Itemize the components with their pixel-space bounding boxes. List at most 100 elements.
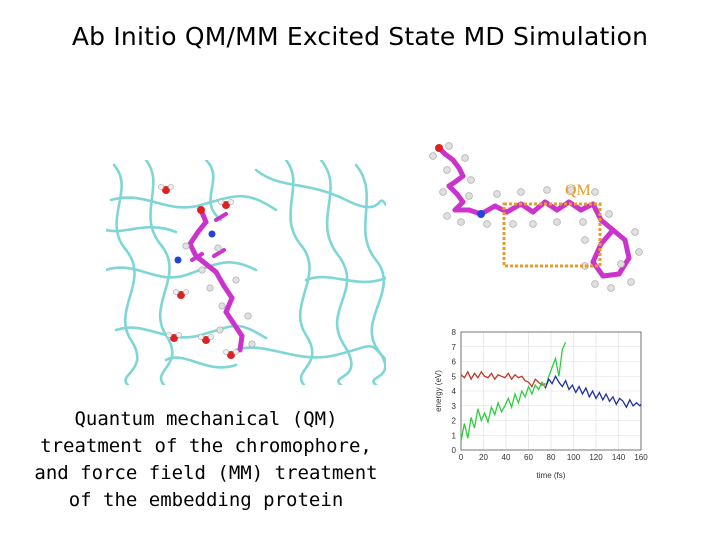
water-hydrogen — [228, 199, 234, 205]
helix-ribbon — [254, 168, 386, 209]
hydrogen-atom — [457, 218, 465, 226]
protein-ribbons — [106, 160, 386, 385]
nitrogen-atom — [208, 230, 216, 238]
nitrogen-atom — [477, 210, 485, 218]
bond — [212, 248, 226, 258]
helix-ribbon — [234, 345, 386, 362]
helix-ribbon — [106, 261, 258, 279]
y-tick-labels: 0 1 2 3 4 5 6 7 8 — [452, 328, 457, 455]
x-tick-label: 40 — [502, 453, 511, 462]
water-hydrogen — [173, 289, 179, 295]
chart-grid — [460, 331, 642, 451]
x-tick-label: 60 — [524, 453, 533, 462]
helix-ribbon — [319, 160, 353, 385]
bond — [590, 259, 606, 279]
x-tick-label: 120 — [589, 453, 603, 462]
hydrogen-atom — [605, 210, 613, 218]
water-hydrogen — [233, 349, 239, 355]
x-tick-label: 100 — [567, 453, 581, 462]
water-hydrogen — [183, 289, 189, 295]
x-tick-labels: 0 20 40 60 80 100 120 140 160 — [459, 453, 648, 462]
series-line-1 — [460, 342, 567, 442]
water-oxygen — [222, 201, 230, 209]
x-tick-label: 0 — [459, 453, 464, 462]
caption-line: Quantum mechanical (QM) — [74, 408, 338, 430]
hydrogen-atom — [429, 152, 437, 160]
hydrogen-atom — [248, 340, 256, 348]
protein-embedding-figure — [106, 160, 386, 385]
water-hydrogen — [166, 332, 172, 338]
helix-ribbon — [109, 194, 278, 212]
y-tick-label: 8 — [452, 328, 457, 337]
hydrogen-atoms — [429, 142, 643, 292]
hydrogen-atom — [529, 220, 537, 228]
hydrogen-atom — [218, 302, 226, 310]
hydrogen-atom — [635, 248, 643, 256]
x-axis-label: time (fs) — [537, 471, 566, 480]
qm-region-box — [502, 202, 602, 268]
bond — [610, 227, 628, 243]
hydrogen-atom — [517, 188, 525, 196]
y-tick-label: 5 — [452, 372, 457, 381]
hydrogen-atom — [445, 142, 453, 150]
caption-line: treatment of the chromophore, — [40, 435, 372, 457]
water-hydrogen — [198, 334, 204, 340]
oxygen-atom — [435, 144, 443, 152]
hydrogen-atom — [627, 278, 635, 286]
caption-line: of the embedding protein — [68, 489, 344, 511]
qm-label: QM — [565, 182, 591, 199]
water-oxygen — [177, 291, 185, 299]
protein-chromophore — [174, 206, 256, 353]
y-tick-label: 2 — [452, 417, 457, 426]
hydrogen-atom — [232, 276, 240, 284]
y-tick-label: 4 — [452, 387, 457, 396]
hydrogen-atom — [443, 212, 451, 220]
bond — [600, 271, 622, 279]
hydrogen-atom — [483, 220, 491, 228]
water-oxygen — [202, 336, 210, 344]
y-tick-label: 7 — [452, 343, 457, 352]
helix-ribbon — [112, 163, 139, 385]
chromophore-molecule-figure: QM — [429, 142, 643, 292]
hydrogen-atom — [198, 266, 206, 274]
helix-ribbon — [106, 225, 178, 234]
series-lines — [460, 342, 642, 442]
oxygen-atom — [197, 206, 205, 214]
hydrogen-atom — [631, 228, 639, 236]
hydrogen-atom — [439, 188, 447, 196]
hydrogen-atom — [581, 236, 589, 244]
hydrogen-atom — [607, 284, 615, 292]
hydrogen-atom — [617, 260, 625, 268]
chromophore-bonds — [435, 144, 632, 279]
hydrogen-atom — [543, 186, 551, 194]
bond — [213, 269, 227, 289]
hydrogen-atom — [467, 176, 475, 184]
water-oxygen — [162, 186, 170, 194]
hydrogen-atom — [214, 244, 222, 252]
series-line-0 — [460, 370, 546, 388]
bond — [622, 237, 632, 261]
y-axis-label: energy (eV) — [434, 370, 443, 412]
water-hydrogen — [223, 349, 229, 355]
y-tick-label: 6 — [452, 358, 457, 367]
hydrogen-atom — [579, 218, 587, 226]
hydrogen-atom — [509, 220, 517, 228]
hydrogen-atom — [461, 154, 469, 162]
bond — [237, 333, 245, 353]
slide-title: Ab Initio QM/MM Excited State MD Simulat… — [71, 22, 649, 51]
bond — [590, 201, 604, 223]
caption-line: and force field (MM) treatment — [34, 462, 378, 484]
series-line-2 — [544, 374, 642, 409]
plot-frame — [460, 331, 642, 451]
water-hydrogen — [168, 184, 174, 190]
hydrogen-atom — [591, 188, 599, 196]
x-tick-label: 80 — [547, 453, 556, 462]
hydrogen-atom — [553, 218, 561, 226]
water-hydrogen — [208, 334, 214, 340]
hydrogen-atom — [591, 280, 599, 288]
bond — [590, 241, 604, 265]
x-tick-label: 140 — [612, 453, 626, 462]
y-tick-label: 0 — [452, 446, 457, 455]
caption: Quantum mechanical (QM) treatment of the… — [14, 406, 398, 514]
hydrogen-atom — [493, 190, 501, 198]
